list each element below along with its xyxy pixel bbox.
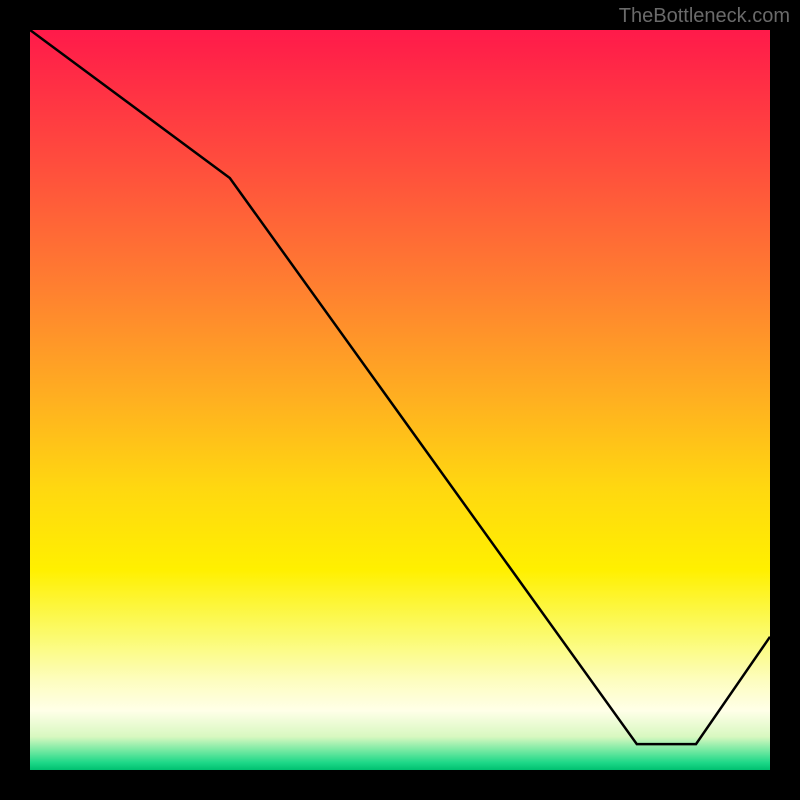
- chart-background: [30, 30, 770, 770]
- chart-plot-area: [30, 30, 770, 770]
- chart-svg: [30, 30, 770, 770]
- watermark-text: TheBottleneck.com: [619, 5, 790, 28]
